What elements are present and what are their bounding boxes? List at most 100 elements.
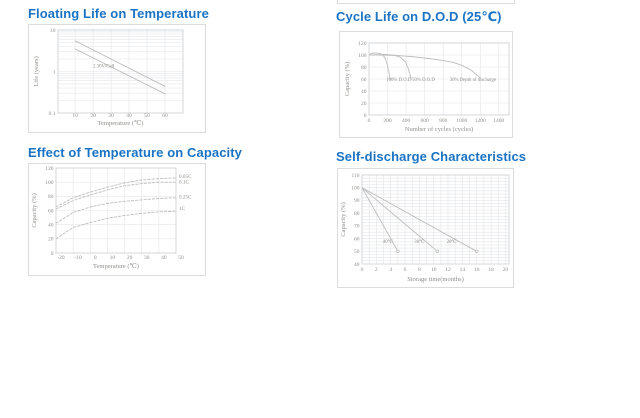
chart-title-cycle-life: Cycle Life on D.O.D (25℃): [336, 9, 502, 24]
x-tick-label: 200: [383, 118, 392, 124]
plot-border: [361, 174, 510, 265]
annotation-label: 40℃: [383, 239, 394, 245]
y-tick-label: 0.1: [49, 111, 56, 117]
x-axis-label: Number of cycles (cycles): [405, 126, 473, 133]
chart-box-floating-life: 10 1 0.1 10 20 30 40 50 60 Temperature (℃) Life (y…: [28, 24, 206, 133]
y-tick-label: 80: [354, 211, 360, 217]
y-tick-label: 10: [50, 28, 56, 34]
x-tick-label: 20: [127, 255, 133, 261]
y-tick-label: 40: [354, 262, 360, 268]
x-tick-label: 14: [460, 267, 466, 273]
cropped-chart-box: [337, 0, 515, 4]
x-tick-label: 30: [108, 113, 114, 119]
floating-life-chart: 10 1 0.1 10 20 30 40 50 60 Temperature (℃) Life (y…: [33, 28, 184, 127]
y-tick-label: 50: [354, 249, 360, 255]
y-tick-label: 60: [48, 208, 54, 214]
annotation-label: 30℃: [414, 239, 425, 245]
series-line-20: [361, 187, 478, 252]
y-tick-label: 100: [358, 53, 367, 59]
x-tick-label: 10: [72, 113, 78, 119]
annotation-label: 100% D.O.D: [386, 78, 412, 83]
temperature-capacity-chart: 0 20 40 60 80 100 120 -20 -10 0 10 20 30 40 50 Temperat…: [31, 166, 192, 270]
series-right-label: 0.05C: [179, 174, 192, 180]
y-tick-label: 70: [354, 224, 360, 230]
plot-border: [55, 167, 177, 254]
series-line-100-d-o-d: [368, 52, 391, 80]
y-tick-label: 20: [361, 101, 367, 107]
series-line-0-05c: [55, 177, 177, 208]
y-axis-label: Life (years): [33, 56, 40, 87]
x-tick-label: 10: [110, 255, 116, 261]
y-tick-label: 0: [51, 251, 54, 257]
y-tick-label: 80: [48, 194, 54, 200]
chart-card-self-discharge: Self-discharge Characteristics 40 50 60 70 8…: [336, 149, 527, 291]
y-tick-label: 20: [48, 237, 54, 243]
x-axis-label: Temperature (℃): [98, 119, 144, 127]
x-tick-label: 20: [90, 113, 96, 119]
x-tick-label: 40: [126, 113, 132, 119]
x-tick-label: 8: [418, 267, 421, 273]
series-end-marker-20: [474, 249, 479, 253]
x-tick-label: 600: [420, 118, 429, 124]
y-tick-label: 120: [358, 41, 367, 47]
series-right-label: 1C: [179, 206, 186, 212]
chart-box-temperature-capacity: 0 20 40 60 80 100 120 -20 -10 0 10 20 30 40 50 Temperat…: [28, 163, 206, 276]
y-axis-label: Capacity (%): [31, 193, 38, 227]
x-tick-label: -10: [74, 255, 82, 261]
x-tick-label: 50: [144, 113, 150, 119]
x-tick-label: 0: [368, 118, 371, 124]
x-tick-label: 4: [389, 267, 392, 273]
y-axis-label: Capacity (%): [344, 62, 351, 96]
chart-card-floating-life: Floating Life on Temperature 10 1 0.1 10 20 3…: [28, 6, 210, 136]
x-axis-label: Temperature (℃): [93, 262, 139, 270]
x-tick-label: 400: [402, 118, 411, 124]
y-tick-label: 100: [45, 180, 54, 186]
series-line-float-life-band-upper: [74, 40, 166, 87]
series-line-1c: [55, 210, 177, 240]
x-tick-label: 12: [445, 267, 451, 273]
chart-card-temperature-capacity: Effect of Temperature on Capacity 0 20 40 6…: [28, 145, 242, 279]
y-tick-label: 110: [351, 173, 359, 179]
y-tick-label: 1: [53, 69, 56, 75]
y-tick-label: 60: [361, 77, 367, 83]
plot-border: [368, 42, 510, 116]
series-line-30-depth-of-discharge: [368, 54, 481, 79]
y-tick-label: 40: [48, 223, 54, 229]
x-tick-label: -20: [57, 255, 65, 261]
series-end-marker-30: [435, 249, 439, 253]
x-tick-label: 0: [361, 267, 364, 273]
x-tick-label: 60: [162, 113, 168, 119]
x-tick-label: 10: [431, 267, 437, 273]
x-tick-label: 1400: [493, 118, 504, 124]
y-tick-label: 100: [351, 186, 360, 192]
chart-box-cycle-life: 0 20 40 60 80 100 120 0 200 400 600 800 1000 1200 1400…: [339, 31, 513, 138]
x-tick-label: 0: [94, 255, 97, 261]
annotation-label: 50% D.O.D: [412, 78, 435, 83]
x-tick-label: 1200: [475, 118, 486, 124]
x-tick-label: 20: [503, 267, 509, 273]
x-tick-label: 40: [161, 255, 167, 261]
x-tick-label: 18: [488, 267, 494, 273]
x-tick-label: 50: [178, 255, 184, 261]
x-tick-label: 30: [144, 255, 150, 261]
annotation-label: 20℃: [447, 239, 458, 245]
series-line-float-life-band-lower: [74, 48, 166, 95]
x-tick-label: 1000: [456, 118, 467, 124]
chart-title-self-discharge: Self-discharge Characteristics: [336, 149, 527, 164]
series-right-label: 0.25C: [179, 195, 192, 201]
chart-card-cycle-life: Cycle Life on D.O.D (25℃) 0 20 40 60 80 100 12…: [336, 9, 516, 141]
series-line-40: [361, 187, 399, 252]
x-axis-label: Storage time(months): [407, 276, 464, 283]
series-right-label: 0.1C: [179, 180, 189, 186]
x-tick-label: 2: [375, 267, 378, 273]
y-tick-label: 120: [45, 166, 54, 172]
y-tick-label: 0: [364, 113, 367, 119]
x-tick-label: 800: [439, 118, 448, 124]
series-line-0-25c: [55, 197, 177, 224]
series-line-0-1c: [55, 181, 177, 210]
x-tick-label: 6: [404, 267, 407, 273]
y-tick-label: 90: [354, 198, 360, 204]
chart-title-temperature-capacity: Effect of Temperature on Capacity: [28, 145, 242, 160]
series-line-50-d-o-d: [368, 53, 412, 80]
